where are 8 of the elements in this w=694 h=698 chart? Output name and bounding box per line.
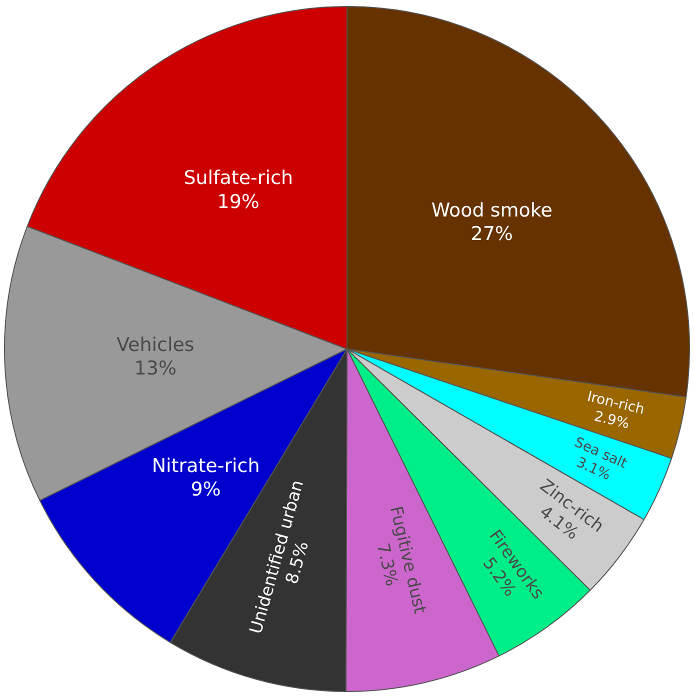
data-label: 19% — [217, 190, 260, 213]
slice-label: Sulfate-rich — [184, 167, 293, 190]
slice-label: Vehicles — [116, 334, 194, 356]
data-label: 27% — [470, 223, 513, 246]
slice-label: Nitrate-rich — [152, 454, 260, 477]
data-label: 13% — [134, 358, 177, 380]
data-label: 9% — [190, 478, 221, 501]
slice-label: Wood smoke — [431, 199, 552, 222]
